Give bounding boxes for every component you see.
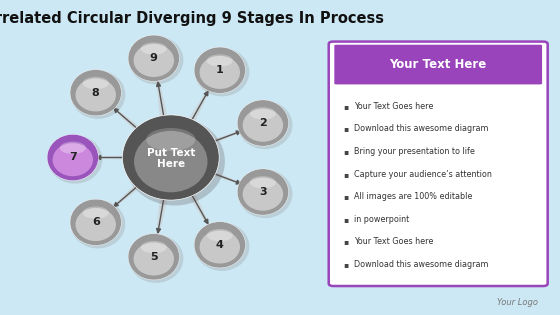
Text: 7: 7 <box>69 152 77 163</box>
Text: ▪: ▪ <box>343 102 348 111</box>
Ellipse shape <box>134 131 208 192</box>
Ellipse shape <box>133 44 174 77</box>
Text: ▪: ▪ <box>343 260 348 269</box>
Ellipse shape <box>237 169 288 215</box>
Text: 8: 8 <box>92 88 100 98</box>
Ellipse shape <box>76 78 116 112</box>
Polygon shape <box>154 58 178 158</box>
Text: Your Text Goes here: Your Text Goes here <box>354 102 434 111</box>
Text: Download this awesome diagram: Download this awesome diagram <box>354 124 489 133</box>
Text: ▪: ▪ <box>343 124 348 133</box>
Text: ▪: ▪ <box>343 215 348 224</box>
Polygon shape <box>73 154 171 161</box>
Text: 9: 9 <box>150 53 158 63</box>
Ellipse shape <box>238 101 292 149</box>
Text: ▪: ▪ <box>343 147 348 156</box>
Polygon shape <box>154 157 178 257</box>
Text: Bring your presentation to life: Bring your presentation to life <box>354 147 475 156</box>
Text: ▪: ▪ <box>343 238 348 246</box>
Ellipse shape <box>195 222 249 271</box>
Ellipse shape <box>250 176 276 188</box>
Text: 5: 5 <box>150 252 157 262</box>
FancyBboxPatch shape <box>329 42 548 286</box>
Ellipse shape <box>53 143 93 176</box>
Ellipse shape <box>71 70 125 119</box>
Ellipse shape <box>146 128 195 151</box>
Ellipse shape <box>60 142 86 154</box>
Ellipse shape <box>194 222 245 268</box>
Ellipse shape <box>250 107 276 119</box>
Ellipse shape <box>83 77 109 89</box>
Text: ▪: ▪ <box>343 192 348 201</box>
Ellipse shape <box>83 206 109 219</box>
Ellipse shape <box>207 54 233 67</box>
Ellipse shape <box>194 47 245 93</box>
Text: ▪: ▪ <box>343 169 348 179</box>
Text: All images are 100% editable: All images are 100% editable <box>354 192 473 201</box>
Ellipse shape <box>129 36 183 84</box>
Polygon shape <box>165 156 220 245</box>
Ellipse shape <box>238 169 292 218</box>
Ellipse shape <box>199 231 240 264</box>
Ellipse shape <box>123 115 219 200</box>
Ellipse shape <box>71 200 125 249</box>
Ellipse shape <box>70 70 122 116</box>
Text: Put Text: Put Text <box>147 148 195 158</box>
Text: Capture your audience’s attention: Capture your audience’s attention <box>354 169 492 179</box>
Text: Your Logo: Your Logo <box>497 298 538 307</box>
Ellipse shape <box>141 42 167 55</box>
Text: in powerpoint: in powerpoint <box>354 215 410 224</box>
Text: 4: 4 <box>216 240 224 250</box>
Ellipse shape <box>242 109 283 142</box>
Text: 2: 2 <box>259 118 267 128</box>
Text: Here: Here <box>157 159 185 169</box>
Ellipse shape <box>128 234 180 280</box>
Text: 3: 3 <box>259 187 267 197</box>
Text: 1: 1 <box>216 65 223 75</box>
Text: Download this awesome diagram: Download this awesome diagram <box>354 260 489 269</box>
Text: Your Text Here: Your Text Here <box>390 58 487 71</box>
Ellipse shape <box>199 56 240 89</box>
Ellipse shape <box>129 234 183 283</box>
Ellipse shape <box>133 243 174 276</box>
Polygon shape <box>165 70 220 159</box>
Text: 6: 6 <box>92 217 100 227</box>
Ellipse shape <box>195 48 249 96</box>
Text: Correlated Circular Diverging 9 Stages In Process: Correlated Circular Diverging 9 Stages I… <box>0 11 384 26</box>
Ellipse shape <box>47 134 99 181</box>
Ellipse shape <box>48 135 102 184</box>
Ellipse shape <box>207 229 233 241</box>
FancyBboxPatch shape <box>334 45 542 84</box>
Ellipse shape <box>237 100 288 146</box>
Text: Your Text Goes here: Your Text Goes here <box>354 238 434 246</box>
Polygon shape <box>96 93 176 160</box>
Ellipse shape <box>76 208 116 241</box>
Ellipse shape <box>242 178 283 211</box>
Ellipse shape <box>124 117 225 205</box>
Polygon shape <box>167 123 263 161</box>
Ellipse shape <box>141 241 167 253</box>
Polygon shape <box>167 154 263 192</box>
Ellipse shape <box>70 199 122 245</box>
Polygon shape <box>96 155 176 222</box>
Ellipse shape <box>128 35 180 81</box>
